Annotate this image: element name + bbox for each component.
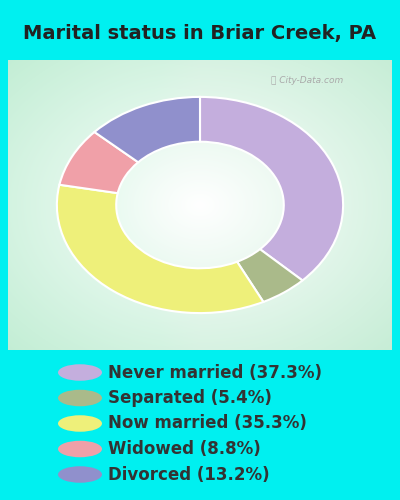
Text: Now married (35.3%): Now married (35.3%) bbox=[108, 414, 307, 432]
Circle shape bbox=[58, 415, 102, 432]
Wedge shape bbox=[60, 132, 138, 193]
Wedge shape bbox=[200, 97, 343, 280]
Wedge shape bbox=[94, 97, 200, 162]
Circle shape bbox=[58, 364, 102, 381]
Text: Marital status in Briar Creek, PA: Marital status in Briar Creek, PA bbox=[24, 24, 376, 42]
Circle shape bbox=[58, 441, 102, 457]
Circle shape bbox=[58, 390, 102, 406]
Text: ⓘ City-Data.com: ⓘ City-Data.com bbox=[271, 76, 344, 85]
Wedge shape bbox=[57, 184, 263, 313]
Text: Divorced (13.2%): Divorced (13.2%) bbox=[108, 466, 270, 483]
Circle shape bbox=[58, 466, 102, 483]
Text: Widowed (8.8%): Widowed (8.8%) bbox=[108, 440, 261, 458]
Wedge shape bbox=[237, 249, 302, 302]
Text: Separated (5.4%): Separated (5.4%) bbox=[108, 389, 272, 407]
Text: Never married (37.3%): Never married (37.3%) bbox=[108, 364, 322, 382]
